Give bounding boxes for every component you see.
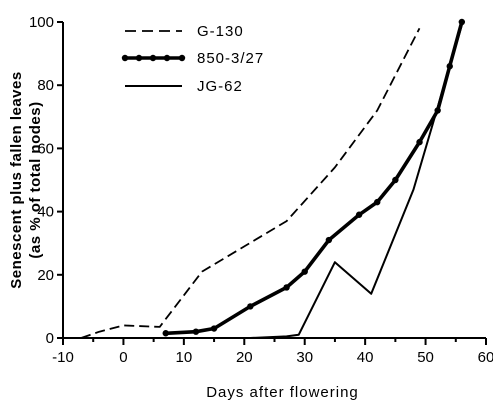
x-tick-label: 0 <box>119 349 127 366</box>
x-tick-label: 20 <box>236 349 253 366</box>
legend-swatch-point <box>149 54 157 62</box>
data-point <box>162 330 169 337</box>
x-tick-label: 50 <box>417 349 434 366</box>
x-axis-label: Days after flowering <box>206 384 359 401</box>
series-line-g-130 <box>80 27 421 339</box>
legend-swatch-point <box>178 54 186 62</box>
data-point <box>355 211 363 218</box>
legend-label: JG-62 <box>197 78 243 95</box>
x-tick-label: -10 <box>52 349 74 366</box>
y-tick-label: 100 <box>29 14 54 31</box>
y-tick-label: 40 <box>37 204 54 221</box>
legend-swatch-point <box>163 54 171 62</box>
data-point <box>210 325 218 332</box>
x-tick-label: 60 <box>478 349 493 366</box>
y-tick-label: 0 <box>46 330 54 347</box>
x-tick-label: 40 <box>357 349 374 366</box>
data-point <box>192 328 200 335</box>
data-point <box>458 18 466 26</box>
y-tick-label: 80 <box>37 77 54 94</box>
legend-label: G-130 <box>197 23 244 40</box>
legend-swatch-point <box>121 54 129 62</box>
y-ticks: 0 20 40 60 80 100 <box>29 14 63 347</box>
x-ticks: -10 0 10 20 30 40 50 60 <box>52 338 493 366</box>
data-point <box>247 303 254 310</box>
data-point <box>392 176 399 184</box>
legend-swatch-point <box>135 54 143 62</box>
y-tick-label: 60 <box>37 140 54 157</box>
series-layer <box>80 18 466 339</box>
legend-label: 850-3/27 <box>197 50 264 67</box>
data-point <box>374 198 381 206</box>
x-tick-label: 30 <box>296 349 313 366</box>
y-tick-label: 20 <box>37 267 54 284</box>
data-point <box>283 284 290 291</box>
axes <box>62 22 486 339</box>
y-axis-label-line-2: (as % of total nodes) <box>27 101 44 258</box>
legend: G-130 850-3/27 JG-62 <box>121 23 264 95</box>
data-point <box>416 138 423 146</box>
series-line-jg-62 <box>165 24 463 339</box>
data-point <box>325 236 333 244</box>
x-tick-label: 10 <box>176 349 193 366</box>
y-axis-label-line-1: Senescent plus fallen leaves <box>8 71 25 288</box>
data-point <box>301 268 308 275</box>
